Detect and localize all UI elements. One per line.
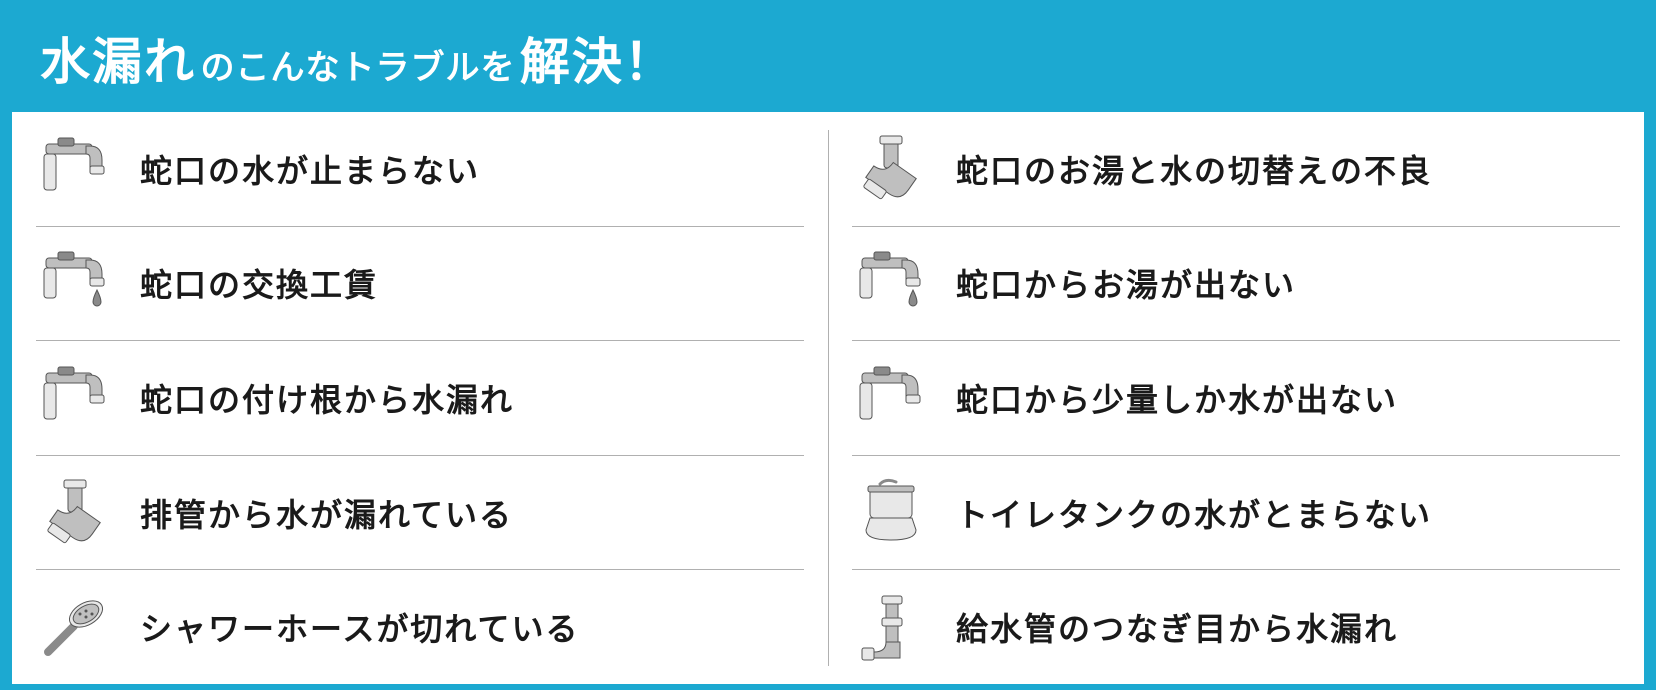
column-left: 蛇口の水が止まらない 蛇口の交換工賃 蛇口の付け根から水漏れ 排管から水が漏れて…	[36, 112, 828, 684]
pipe-joint-icon	[854, 132, 928, 206]
list-item: 蛇口の付け根から水漏れ	[36, 341, 804, 456]
toilet-tank-icon	[854, 476, 928, 550]
header-part-0: 水漏れ	[40, 34, 196, 90]
item-label: 蛇口の交換工賃	[140, 260, 378, 306]
list-item: トイレタンクの水がとまらない	[852, 456, 1620, 571]
faucet-icon	[38, 361, 112, 435]
infographic-container: 水漏れ のこんなトラブルを 解決！ 蛇口の水が止まらない 蛇口の交換工賃 蛇口の…	[0, 0, 1656, 690]
item-label: 蛇口のお湯と水の切替えの不良	[956, 146, 1432, 192]
header-part-1: のこんなトラブルを	[200, 49, 515, 87]
header: 水漏れ のこんなトラブルを 解決！	[12, 0, 1644, 112]
header-part-2: 解決！	[520, 34, 676, 90]
vertical-divider	[828, 130, 829, 666]
faucet-drip-icon	[38, 246, 112, 320]
item-label: 蛇口から少量しか水が出ない	[956, 375, 1398, 421]
list-item: 蛇口から少量しか水が出ない	[852, 341, 1620, 456]
shower-head-icon	[38, 590, 112, 664]
item-label: 給水管のつなぎ目から水漏れ	[956, 604, 1398, 650]
faucet-icon	[854, 361, 928, 435]
item-label: シャワーホースが切れている	[140, 604, 579, 650]
item-label: トイレタンクの水がとまらない	[956, 490, 1432, 536]
faucet-drip-icon	[854, 246, 928, 320]
content-panel: 蛇口の水が止まらない 蛇口の交換工賃 蛇口の付け根から水漏れ 排管から水が漏れて…	[12, 112, 1644, 684]
list-item: 蛇口からお湯が出ない	[852, 227, 1620, 342]
pipe-joint-icon	[38, 476, 112, 550]
list-item: 排管から水が漏れている	[36, 456, 804, 571]
list-item: シャワーホースが切れている	[36, 570, 804, 684]
list-item: 蛇口のお湯と水の切替えの不良	[852, 112, 1620, 227]
item-label: 排管から水が漏れている	[140, 490, 513, 536]
faucet-icon	[38, 132, 112, 206]
pipe-vertical-icon	[854, 590, 928, 664]
list-item: 給水管のつなぎ目から水漏れ	[852, 570, 1620, 684]
item-label: 蛇口の付け根から水漏れ	[140, 375, 514, 421]
column-right: 蛇口のお湯と水の切替えの不良 蛇口からお湯が出ない 蛇口から少量しか水が出ない …	[828, 112, 1620, 684]
item-label: 蛇口からお湯が出ない	[956, 260, 1296, 306]
list-item: 蛇口の交換工賃	[36, 227, 804, 342]
item-label: 蛇口の水が止まらない	[140, 146, 480, 192]
list-item: 蛇口の水が止まらない	[36, 112, 804, 227]
